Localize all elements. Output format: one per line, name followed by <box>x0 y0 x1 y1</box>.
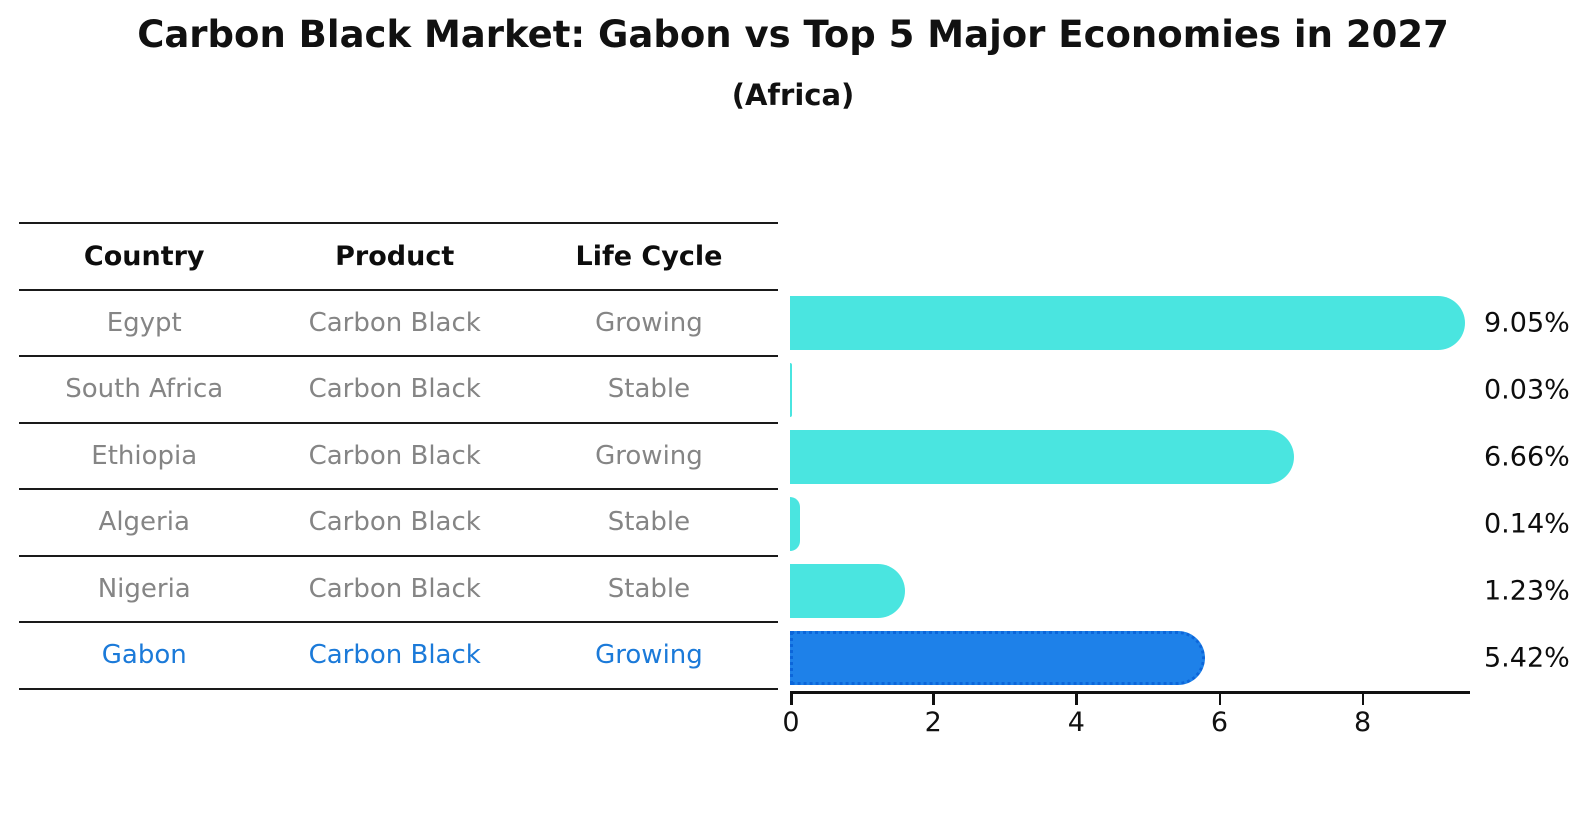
bar-row <box>790 356 1470 423</box>
bar <box>790 295 1465 350</box>
bar-value-label: 0.03% <box>1484 374 1570 405</box>
table-row: Algeria Carbon Black Stable <box>19 490 778 557</box>
x-axis-tick <box>1361 693 1365 705</box>
x-axis-ticklabel: 4 <box>1067 707 1085 738</box>
table-cell-lifecycle: Growing <box>595 640 703 671</box>
bar-value-label: 9.05% <box>1484 307 1570 338</box>
table-header-lifecycle: Life Cycle <box>575 240 723 272</box>
table-header-product: Product <box>335 240 455 272</box>
x-axis-line <box>790 691 1470 694</box>
table-cell-product: Carbon Black <box>308 440 481 471</box>
table-cell-country: Algeria <box>98 507 190 538</box>
bar-value-label: 5.42% <box>1484 642 1570 673</box>
table-header-country: Country <box>83 240 205 272</box>
x-axis: 0 2 4 6 8 <box>782 691 1470 751</box>
country-table: Country Product Life Cycle Egypt Carbon … <box>19 222 778 690</box>
bar-row <box>790 289 1470 356</box>
bar-row <box>790 557 1470 624</box>
table-cell-country: South Africa <box>65 374 224 405</box>
x-axis-tick <box>1218 693 1221 705</box>
table-cell-product: Carbon Black <box>308 374 481 405</box>
bar-value-label: 0.14% <box>1484 508 1570 539</box>
table-cell-lifecycle: Stable <box>607 507 691 538</box>
table-row: Nigeria Carbon Black Stable <box>19 557 778 623</box>
table-row: Ethiopia Carbon Black Growing <box>19 424 778 490</box>
bar <box>790 362 793 417</box>
table-row: South Africa Carbon Black Stable <box>19 357 778 424</box>
table-cell-country: Gabon <box>101 640 187 671</box>
x-axis-tick <box>1075 693 1078 705</box>
bar <box>790 496 801 551</box>
bar-row <box>790 624 1470 691</box>
bar-value-label: 1.23% <box>1484 575 1570 606</box>
bar-value-label: 6.66% <box>1484 441 1570 472</box>
table-cell-country: Egypt <box>106 307 182 338</box>
bar <box>790 630 1205 685</box>
x-axis-ticklabel: 2 <box>924 707 942 738</box>
chart-subtitle: (Africa) <box>731 78 855 112</box>
table-cell-lifecycle: Stable <box>607 573 691 604</box>
table-cell-country: Ethiopia <box>91 440 198 471</box>
bar-plot-area <box>790 289 1470 691</box>
bar-row <box>790 490 1470 557</box>
table-cell-product: Carbon Black <box>308 507 481 538</box>
bar <box>790 563 906 618</box>
table-cell-product: Carbon Black <box>308 573 481 604</box>
table-cell-lifecycle: Stable <box>607 374 691 405</box>
x-axis-tick <box>790 693 793 705</box>
chart-title: Carbon Black Market: Gabon vs Top 5 Majo… <box>137 13 1449 56</box>
table-header-row: Country Product Life Cycle <box>19 224 778 291</box>
table-row: Gabon Carbon Black Growing <box>19 623 778 690</box>
table-cell-product: Carbon Black <box>308 640 481 671</box>
x-axis-ticklabel: 0 <box>782 707 800 738</box>
table-row: Egypt Carbon Black Growing <box>19 291 778 357</box>
x-axis-ticklabel: 6 <box>1210 707 1229 738</box>
table-cell-lifecycle: Growing <box>595 307 703 338</box>
table-cell-country: Nigeria <box>97 573 191 604</box>
x-axis-tick <box>932 693 935 705</box>
bar-row <box>790 423 1470 490</box>
bar <box>790 429 1294 484</box>
table-cell-lifecycle: Growing <box>595 440 703 471</box>
table-cell-product: Carbon Black <box>308 307 481 338</box>
x-axis-ticklabel: 8 <box>1354 707 1372 738</box>
